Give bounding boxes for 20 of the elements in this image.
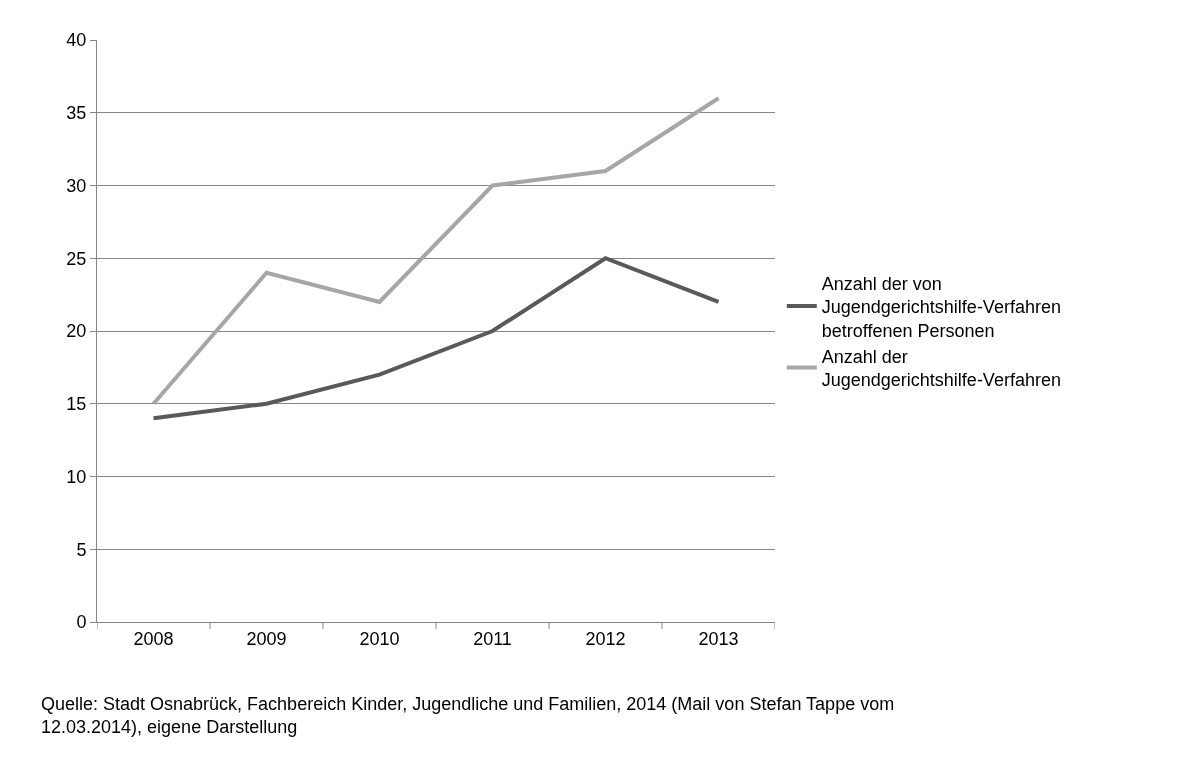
x-tick-label: 2011 xyxy=(473,628,512,649)
x-tick-label: 2009 xyxy=(246,628,287,649)
x-tick-label: 2012 xyxy=(585,628,626,649)
y-tick-label: 5 xyxy=(76,539,87,560)
legend-label: Anzahl der Jugendgerichtshilfe-Verfahren xyxy=(821,346,1061,391)
x-tick-label: 2010 xyxy=(359,628,400,649)
y-tick-label: 10 xyxy=(66,466,87,487)
legend-label: Anzahl der von Jugendgerichtshilfe-Verfahren betroffenen Personen xyxy=(821,273,1061,341)
y-tick-label: 20 xyxy=(66,321,87,342)
source-note: Quelle: Stadt Osnabrück, Fachbereich Kinder, Jugendliche und Familien, 2014 (Mail von Stefan Tappe vom 12.03.2014), eigene Darstellung xyxy=(41,694,895,738)
line-series xyxy=(151,96,721,406)
y-tick-label: 35 xyxy=(66,103,87,124)
y-tick-label: 15 xyxy=(66,394,87,415)
x-tick-label: 2008 xyxy=(133,628,174,649)
y-tick-label: 30 xyxy=(66,175,87,196)
y-tick-label: 25 xyxy=(66,248,87,269)
y-tick-label: 40 xyxy=(66,30,87,51)
x-tick-label: 2013 xyxy=(698,628,739,649)
line-series xyxy=(151,256,721,421)
y-tick-label: 0 xyxy=(76,612,87,633)
